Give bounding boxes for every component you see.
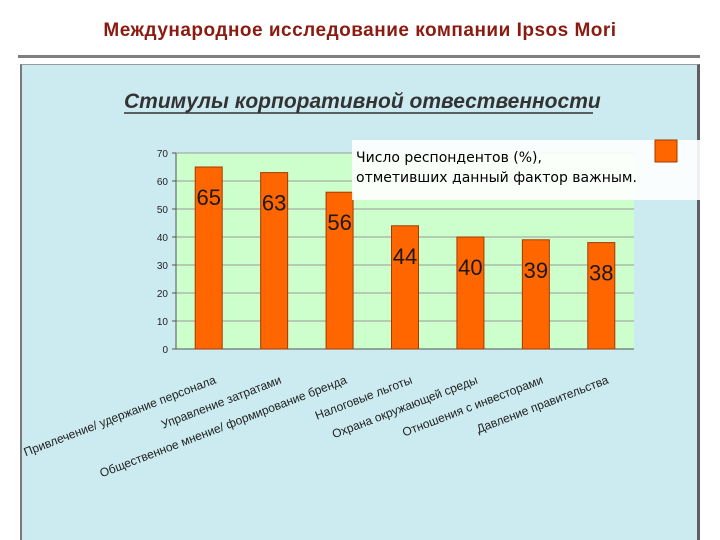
bar [260,172,289,350]
legend-box [352,140,700,200]
bar [521,239,550,350]
bar-value-label: 56 [327,210,351,235]
bar-value-label: 63 [262,191,286,216]
legend-swatch [654,139,678,163]
bar [325,191,354,350]
x-category-label: Общественное мнение/ формирование бренда [98,373,349,481]
y-tick-label: 10 [157,317,169,328]
bar [456,236,485,350]
bar-value-label: 39 [524,258,548,283]
y-tick-label: 70 [157,149,169,160]
y-tick-label: 60 [157,177,169,188]
bar [391,225,419,350]
bar-value-label: 38 [589,261,613,286]
chart-title: Стимулы корпоративной отвественности [124,90,601,113]
legend-label-line-2: отметивших данный фактор важным. [356,170,637,186]
y-tick-label: 20 [157,289,169,300]
legend-label-line-1: Число респондентов (%), [356,150,542,166]
bar-value-label: 65 [196,185,220,210]
y-tick-label: 40 [157,233,169,244]
title-divider [18,55,700,58]
bar-value-label: 40 [458,255,482,280]
y-tick-label: 50 [157,205,169,216]
bar [587,242,616,350]
y-tick-label: 30 [157,261,169,272]
bar [194,166,223,350]
y-tick-label: 0 [162,345,168,356]
bar-value-label: 44 [393,244,417,269]
slide-title: Международное исследование компании Ipso… [103,20,617,41]
